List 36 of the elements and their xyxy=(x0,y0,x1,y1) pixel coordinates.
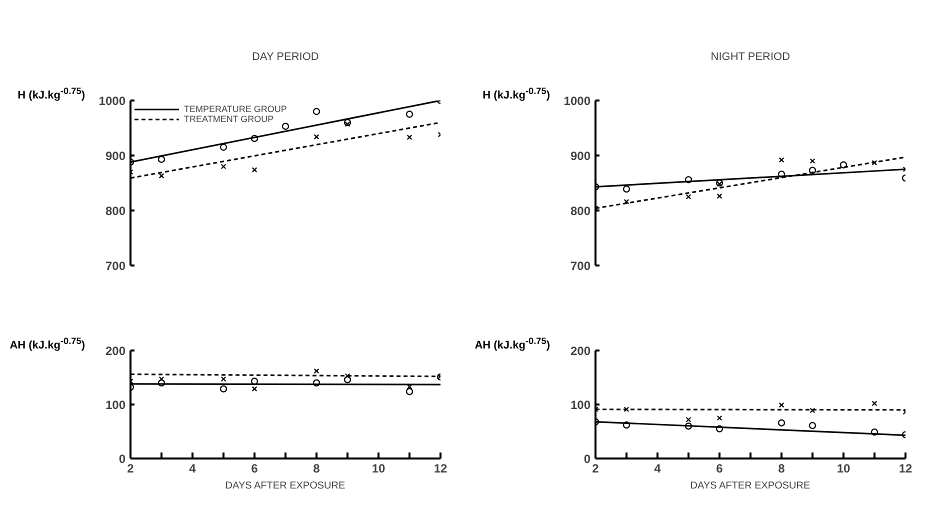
y-tick-label: 900 xyxy=(105,149,126,163)
x-tick-label: 2 xyxy=(127,462,134,476)
y-axis-title: H (kJ.kg$^{-0.75}$) xyxy=(482,85,550,104)
y-tick-label: 700 xyxy=(570,259,591,273)
y-tick-label: 0 xyxy=(118,452,126,466)
y-tick-label: 100 xyxy=(570,398,591,412)
x-axis-title: DAYS AFTER EXPOSURE xyxy=(225,480,346,492)
y-tick-label: 800 xyxy=(570,204,591,218)
x-tick-label: 6 xyxy=(251,462,258,476)
y-tick-label: 800 xyxy=(105,204,126,218)
y-tick-label: 1000 xyxy=(564,94,591,108)
x-tick-label: 6 xyxy=(716,462,724,476)
y-tick-label: 200 xyxy=(570,344,591,358)
chart-title: DAY PERIOD xyxy=(252,51,319,63)
x-tick-label: 8 xyxy=(778,462,786,476)
y-tick-label: 100 xyxy=(105,398,126,412)
y-tick-label: 700 xyxy=(105,259,126,273)
x-axis-title: DAYS AFTER EXPOSURE xyxy=(690,480,810,492)
y-tick-label: 200 xyxy=(105,344,126,358)
x-tick-label: 4 xyxy=(189,462,196,476)
x-tick-label: 2 xyxy=(592,462,600,476)
x-tick-label: 12 xyxy=(898,462,912,476)
legend-label: TEMPERATURE GROUP xyxy=(184,104,287,114)
y-axis-title: AH (kJ.kg$^{-0.75}$) xyxy=(474,335,550,354)
x-tick-label: 10 xyxy=(836,462,850,476)
y-tick-label: 900 xyxy=(570,149,591,163)
chart-title: NIGHT PERIOD xyxy=(710,51,790,63)
y-axis-title: H (kJ.kg$^{-0.75}$) xyxy=(18,85,85,104)
legend-label: TREATMENT GROUP xyxy=(184,114,274,124)
x-tick-label: 10 xyxy=(372,462,386,476)
x-tick-label: 12 xyxy=(434,462,448,476)
y-tick-label: 1000 xyxy=(98,94,126,108)
x-tick-label: 4 xyxy=(654,462,662,476)
x-tick-label: 8 xyxy=(313,462,320,476)
y-axis-title: AH (kJ.kg$^{-0.75}$) xyxy=(10,335,85,354)
y-tick-label: 0 xyxy=(584,452,591,466)
